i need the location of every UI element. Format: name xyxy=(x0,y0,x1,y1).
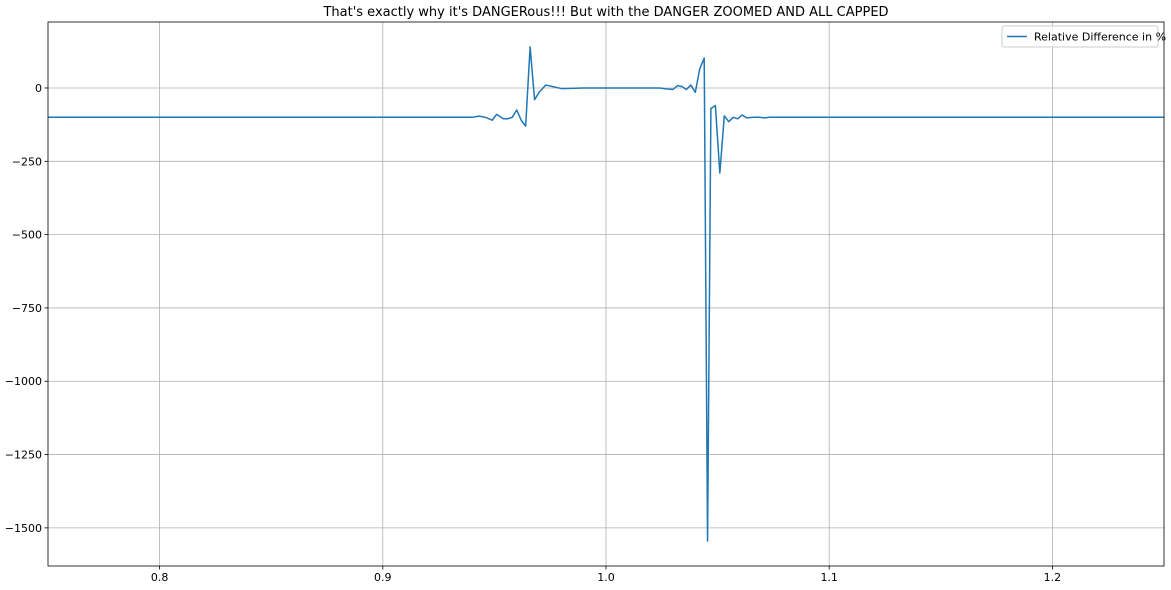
x-axis-ticks: 0.8 0.9 1.0 1.1 1.2 xyxy=(151,566,1061,584)
y-tick-label: −1500 xyxy=(5,522,42,535)
x-tick-label: 1.1 xyxy=(820,571,838,584)
x-tick-label: 1.0 xyxy=(597,571,615,584)
y-tick-label: −1000 xyxy=(5,375,42,388)
series-layer xyxy=(48,46,1164,542)
legend: Relative Difference in % xyxy=(1001,25,1166,48)
x-tick-label: 0.8 xyxy=(151,571,169,584)
x-tick-label: 1.2 xyxy=(1044,571,1062,584)
y-tick-label: −250 xyxy=(12,155,42,168)
legend-label: Relative Difference in % xyxy=(1034,31,1166,44)
legend-box xyxy=(1001,25,1159,48)
y-axis-ticks: 0 −250 −500 −750 −1000 −1250 −1500 xyxy=(5,82,48,535)
chart-title: That's exactly why it's DANGERous!!! But… xyxy=(322,5,888,20)
series-line xyxy=(48,46,1164,542)
y-tick-label: −1250 xyxy=(5,449,42,462)
y-tick-label: −500 xyxy=(12,229,42,242)
grid xyxy=(48,22,1164,566)
y-tick-label: 0 xyxy=(35,82,42,95)
x-tick-label: 0.9 xyxy=(374,571,392,584)
y-tick-label: −750 xyxy=(12,302,42,315)
